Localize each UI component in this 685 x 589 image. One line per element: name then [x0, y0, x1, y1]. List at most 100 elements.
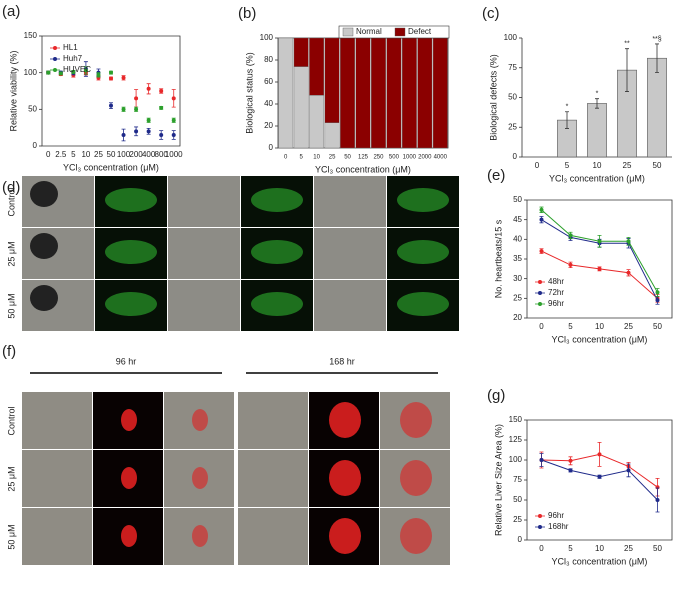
fluorescence: [121, 467, 137, 489]
y-tick-label: 0: [33, 141, 38, 150]
y-tick-label: 45: [513, 215, 522, 224]
point: [597, 239, 602, 244]
fluorescence: [105, 188, 157, 212]
point: [539, 217, 544, 222]
y-tick-label: 25: [513, 515, 522, 524]
x-tick-label: 0: [535, 161, 540, 170]
legend-marker: [538, 291, 542, 295]
point: [109, 70, 113, 75]
panel-label: (c): [482, 5, 500, 22]
x-tick-label: 800: [155, 150, 169, 159]
point: [539, 207, 544, 212]
y-tick-label: 50: [508, 93, 517, 102]
bar: [647, 57, 667, 158]
x-tick-label: 5: [568, 322, 573, 331]
y-tick-label: 50: [28, 104, 37, 113]
panel-label: (d): [2, 179, 20, 196]
point: [171, 133, 176, 137]
y-tick-label: 100: [24, 68, 38, 77]
x-tick-label: 5: [71, 150, 76, 159]
point: [109, 103, 113, 108]
x-tick-label: 2.5: [55, 150, 67, 159]
bar-segment: [386, 37, 402, 149]
error-bar: [655, 43, 659, 73]
y-tick-label: 100: [260, 33, 274, 42]
x-tick-label: 5: [565, 161, 570, 170]
legend-box: [338, 25, 450, 39]
y-axis-label: Biological status (%): [244, 52, 254, 134]
point: [121, 75, 126, 80]
annotation: **: [624, 41, 630, 48]
micrograph: [238, 450, 308, 507]
point: [71, 69, 76, 74]
annotation: **§: [652, 36, 661, 43]
fluorescence: [105, 292, 157, 316]
legend-label: 168hr: [548, 522, 569, 531]
panel-label: (b): [238, 5, 256, 22]
point: [159, 133, 164, 137]
micrograph: [22, 392, 92, 449]
fluorescence: [329, 402, 361, 438]
point: [539, 458, 544, 462]
row-label: 50 μM: [6, 293, 16, 318]
point: [626, 239, 631, 244]
x-tick-label: 0: [284, 155, 288, 161]
bar-segment: [355, 37, 371, 149]
x-tick-label: 5: [568, 544, 573, 553]
panel-label: (e): [487, 167, 505, 184]
group-label: 168 hr: [329, 356, 355, 366]
legend-marker: [538, 280, 542, 284]
y-axis-label: Biological defects (%): [488, 54, 498, 141]
legend-label: Normal: [356, 27, 382, 36]
group-label: 96 hr: [116, 356, 137, 366]
y-tick-label: 40: [264, 99, 273, 108]
fluorescence: [400, 460, 432, 496]
y-tick-label: 100: [509, 455, 523, 464]
point: [626, 270, 631, 275]
x-tick-label: 25: [624, 322, 633, 331]
micrograph: [314, 228, 386, 279]
x-axis-label: YCl₃ concentration (μM): [63, 162, 159, 172]
legend-label: 48hr: [548, 277, 564, 286]
y-tick-label: 150: [509, 415, 523, 424]
point: [568, 233, 573, 238]
legend-swatch: [342, 27, 354, 37]
point: [568, 458, 573, 463]
legend-marker: [538, 525, 542, 529]
micrograph: [168, 280, 240, 331]
panel-label: (f): [2, 343, 16, 360]
y-axis-label: Relative Liver Size Area (%): [493, 424, 503, 536]
legend-marker: [538, 302, 542, 306]
y-tick-label: 125: [509, 435, 523, 444]
y-tick-label: 50: [513, 495, 522, 504]
eye: [30, 181, 58, 207]
eye: [30, 233, 58, 259]
point: [146, 118, 151, 123]
y-axis-label: No. heartbeats/15 s: [493, 219, 503, 298]
row-label: 50 μM: [6, 524, 16, 549]
legend-label: Defect: [408, 27, 432, 36]
point: [171, 96, 176, 101]
legend-label: 96hr: [548, 299, 564, 308]
x-tick-label: 500: [389, 155, 400, 161]
micrograph: [314, 176, 386, 227]
y-tick-label: 60: [264, 77, 273, 86]
y-tick-label: 40: [513, 234, 522, 243]
fluorescence: [251, 292, 303, 316]
x-axis-label: YCl₃ concentration (μM): [549, 173, 645, 183]
x-tick-label: 25: [329, 155, 336, 161]
micrograph: [22, 508, 92, 565]
point: [146, 129, 151, 134]
x-tick-label: 50: [107, 150, 116, 159]
legend-marker: [53, 57, 57, 61]
y-tick-label: 25: [513, 293, 522, 302]
annotation: *: [566, 104, 569, 111]
x-tick-label: 50: [653, 322, 662, 331]
row-label: Control: [6, 187, 16, 216]
x-axis-label: YCl₃ concentration (μM): [552, 334, 648, 344]
point: [83, 68, 88, 73]
row-label: 25 μM: [6, 241, 16, 266]
y-axis-label: Relative viability (%): [8, 50, 18, 131]
eye: [30, 285, 58, 311]
